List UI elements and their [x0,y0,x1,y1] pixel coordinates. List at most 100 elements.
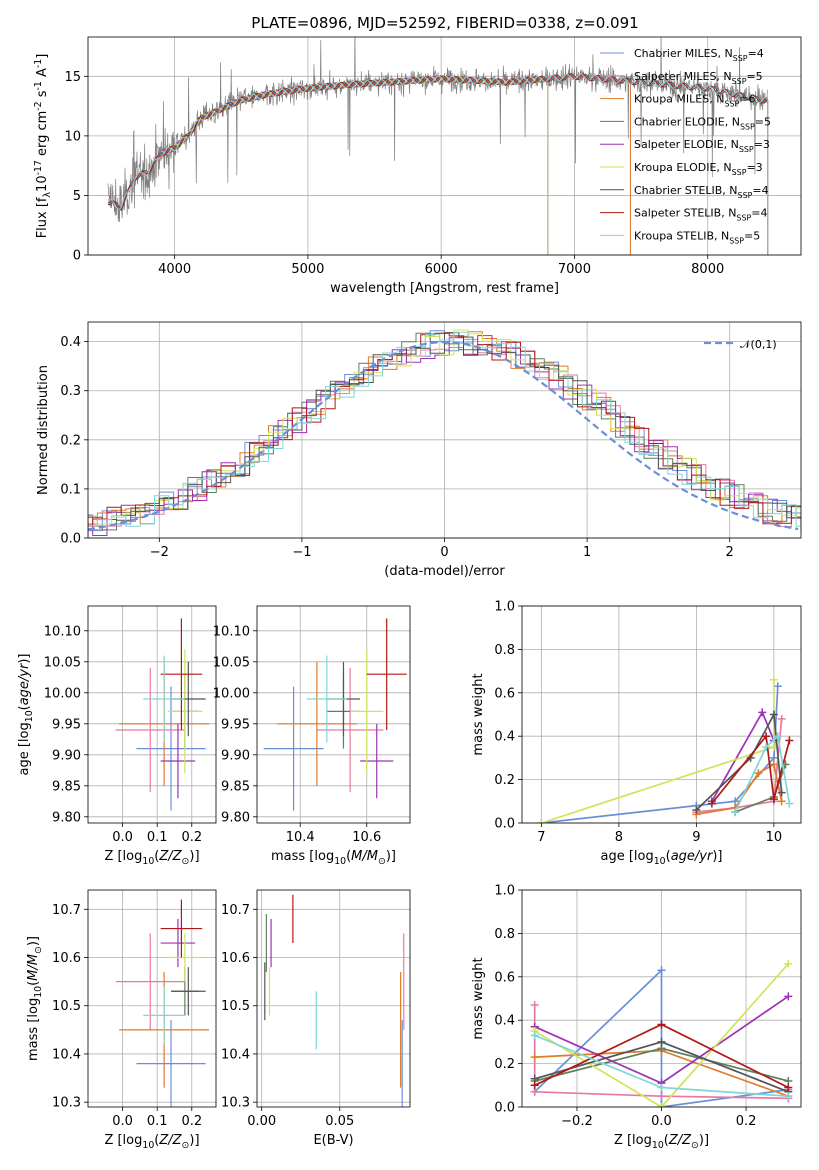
x-tick-label: 10.4 [286,830,315,845]
x-tick-label: 5000 [291,262,324,277]
y-tick-label: 9.90 [221,748,250,763]
x-tick-label: 0.2 [736,1114,757,1129]
mass-weight-marker [657,1083,666,1092]
y-tick-label: 1.0 [494,884,515,899]
y-axis-label: mass weight [471,957,486,1039]
figure-title: PLATE=0896, MJD=52592, FIBERID=0338, z=0… [251,14,638,32]
mass-weight-line [533,1005,789,1100]
mass-weight-marker [692,805,701,814]
mass-weight-marker [784,992,793,1001]
y-tick-label: 0.0 [494,817,515,832]
x-tick-label: 8 [615,830,623,845]
spectrum-model-line [107,73,768,211]
axes-frame [87,889,217,1108]
y-tick-label: 10.10 [213,624,250,639]
mass-weight-marker [758,708,767,717]
y-tick-label: 9.95 [221,717,250,732]
x-tick-label: 10.6 [352,830,381,845]
y-axis-label: mass weight [471,673,486,755]
x-tick-label: 10 [766,830,783,845]
axes-frame [256,605,411,824]
y-tick-label: 10.10 [44,624,81,639]
y-axis-label: Normed distribution [36,365,51,495]
x-tick-label: 0.00 [247,1114,276,1129]
x-tick-label: 9 [692,830,700,845]
axes-frame [256,889,411,1108]
x-axis-label: mass [log10(M/M⊙)] [271,849,396,867]
x-tick-label: 0.0 [112,1114,133,1129]
y-axis-label: age [log10(age/yr)] [17,653,35,775]
x-axis-label: Z [log10(Z/Z⊙)] [614,1133,709,1151]
y-tick-label: 0.8 [494,643,515,658]
plot-area [115,899,210,1107]
mass-weight-line [734,734,791,813]
x-axis-label: age [log10(age/yr)] [600,849,722,867]
y-tick-label: 10.05 [44,655,81,670]
panel-mass-weight-vs-Z: −0.2 0.0 0.2 0.0 0.2 0.4 0.6 0.8 1.0 Z [log10(Z/Z… [471,884,802,1151]
y-tick-label: 10.7 [52,903,81,918]
mass-weight-marker [530,1001,539,1010]
mass-weight-marker [769,795,778,804]
x-tick-label: 0.1 [147,830,168,845]
spectrum-model-line [160,75,548,154]
mass-weight-marker [784,1083,793,1092]
mass-weight-marker [530,1081,539,1090]
plot-area [537,675,794,823]
y-tick-label: 0.1 [60,482,81,497]
y-tick-label: 0.4 [494,1014,515,1029]
y-tick-label: 9.85 [52,779,81,794]
y-tick-label: 0.2 [494,1057,515,1072]
y-tick-label: 0.4 [60,335,81,350]
mass-weight-marker [657,1020,666,1029]
x-tick-label: 8000 [691,262,724,277]
y-tick-label: 0.2 [494,773,515,788]
y-tick-label: 10.4 [221,1047,250,1062]
x-tick-label: −2 [150,545,169,560]
y-tick-label: 10.05 [213,655,250,670]
mass-weight-marker [785,799,794,808]
mass-weight-marker [785,736,794,745]
spectrum-model-line [161,75,548,155]
mass-weight-marker [530,1053,539,1062]
mass-weight-marker [777,797,786,806]
mass-weight-marker [784,1092,793,1101]
y-tick-label: 10.3 [221,1096,250,1111]
panel-mass-weight-vs-age: 7 8 9 10 0.0 0.2 0.4 0.6 0.8 1.0 age [log10(age/yr… [471,600,802,867]
y-tick-label: 1.0 [494,600,515,615]
mass-weight-line [541,686,779,823]
y-tick-label: 10.00 [44,686,81,701]
legend-label: Kroupa ELODIE, NSSP=3 [634,161,763,177]
x-tick-label: 1 [583,545,591,560]
panel-mass-vs-ebv: 0.00 0.05 10.3 10.4 10.5 10.6 10.7 E(B-V) [221,889,411,1148]
panel-mass-vs-Z: 0.0 0.1 0.2 10.3 10.4 10.5 10.6 10.7 Z [log10(Z/… [26,889,217,1151]
mass-weight-marker [707,799,716,808]
y-axis-label: Flux [fλ10-17 erg cm-2 s-1 A-1] [33,54,53,239]
mass-weight-marker [762,732,771,741]
y-tick-label: 10 [64,129,81,144]
y-tick-label: 10.6 [221,951,250,966]
axes-frame [521,889,802,1108]
mass-weight-marker [657,1103,666,1107]
x-axis-label: Z [log10(Z/Z⊙)] [104,849,199,867]
y-tick-label: 0.0 [60,532,81,547]
y-tick-label: 9.80 [221,810,250,825]
y-tick-label: 10.5 [221,999,250,1014]
x-axis-label: E(B-V) [313,1133,353,1148]
panel-residuals: −2 −1 0 1 2 0.0 0.1 0.2 0.3 0.4 (data-model)/error… [36,321,802,579]
mass-weight-marker [657,966,666,975]
panel-age-vs-Z: 0.0 0.1 0.2 9.80 9.85 9.90 9.95 10.00 10.05 10.10… [17,605,217,867]
mass-weight-marker [773,682,782,691]
plot-area [88,329,801,536]
y-tick-label: 9.90 [52,748,81,763]
y-tick-label: 0.2 [60,433,81,448]
legend-label: 𝒩(0,1) [740,338,777,351]
x-tick-label: 0.0 [112,830,133,845]
y-tick-label: 0.4 [494,730,515,745]
axes-frame [87,36,802,256]
y-tick-label: 9.85 [221,779,250,794]
x-tick-label: 7000 [558,262,591,277]
plot-area [115,618,210,811]
mass-weight-marker [537,819,546,823]
spectrum-model-line [107,73,768,210]
